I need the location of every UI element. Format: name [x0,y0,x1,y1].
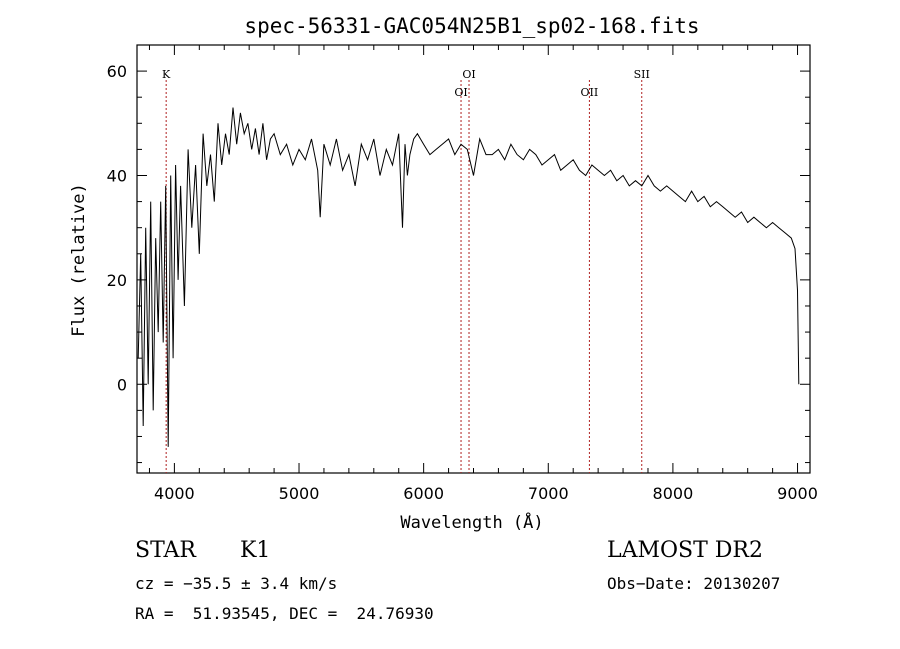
y-tick-label: 60 [107,62,127,81]
observation-date: Obs−Date: 20130207 [607,574,781,593]
line-marker-label: OI [462,68,475,81]
y-tick-label: 20 [107,271,127,290]
x-tick-label: 6000 [403,484,444,503]
y-tick-label: 0 [117,375,127,394]
y-axis-label: Flux (relative) [69,183,89,337]
survey-name: LAMOST DR2 [607,538,763,563]
y-tick-label: 40 [107,166,127,185]
line-marker-label: SII [634,68,650,81]
object-class: STAR [135,538,196,563]
coordinates: RA = 51.93545, DEC = 24.76930 [135,604,434,623]
spectrum-chart: spec-56331-GAC054N25B1_sp02-168.fits K OI… [69,14,818,533]
x-tick-label: 4000 [154,484,195,503]
line-marker-label: K [162,68,171,81]
x-tick-label: 8000 [653,484,694,503]
x-tick-label: 7000 [528,484,569,503]
line-marker-label: OI [454,86,467,99]
line-marker-label: OII [581,86,599,99]
x-axis-label: Wavelength (Å) [400,511,543,533]
x-tick-label: 5000 [279,484,320,503]
spectrum-line [137,107,800,447]
plot-frame [136,44,811,474]
redshift-cz: cz = −35.5 ± 3.4 km/s [135,574,338,593]
chart-title: spec-56331-GAC054N25B1_sp02-168.fits [244,14,699,38]
object-subclass: K1 [240,538,271,563]
x-tick-label: 9000 [777,484,818,503]
